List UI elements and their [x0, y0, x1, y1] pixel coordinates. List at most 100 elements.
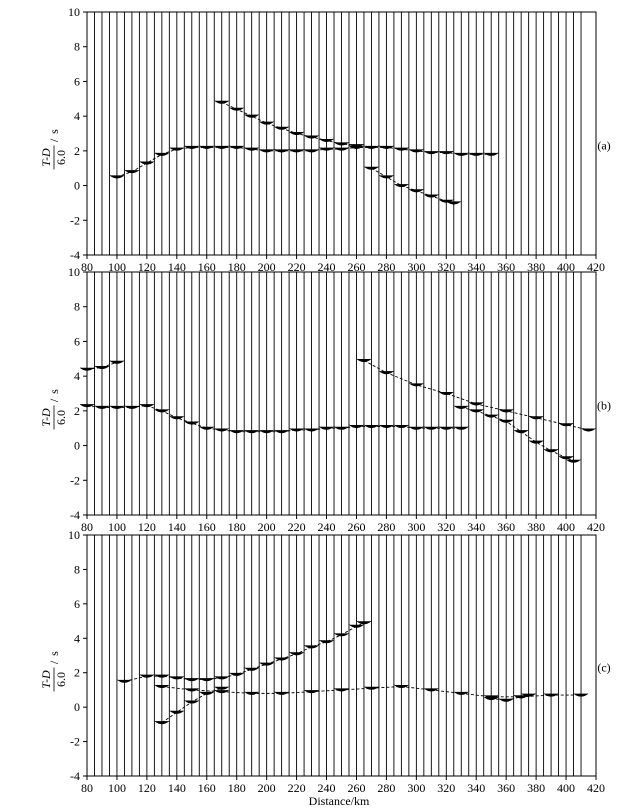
y-tick-label: -2 [70, 473, 80, 487]
y-label-denominator: 6.0 [54, 150, 68, 165]
series-point [424, 150, 439, 155]
series-point [379, 424, 394, 429]
series-point [184, 700, 199, 704]
series-point [124, 405, 140, 409]
y-tick-label: 10 [68, 528, 80, 542]
series-point [409, 426, 424, 430]
series-point [117, 679, 132, 683]
x-tick-label: 280 [377, 520, 395, 534]
series-point [109, 360, 125, 364]
x-tick-label: 300 [407, 520, 425, 534]
series-point [244, 691, 259, 695]
series-point [379, 175, 394, 179]
x-tick-label: 260 [347, 781, 365, 795]
x-tick-label: 340 [467, 781, 485, 795]
x-tick-label: 360 [497, 781, 515, 795]
x-tick-label: 380 [527, 260, 545, 274]
x-tick-label: 240 [318, 781, 336, 795]
series-point [424, 194, 439, 198]
y-axis-label: T-D 6.0 / s [39, 129, 68, 170]
y-tick-label: 10 [68, 5, 80, 19]
panel-label: (a) [597, 139, 610, 153]
series-point [349, 424, 364, 429]
series-line [491, 694, 529, 701]
series-point [274, 429, 289, 434]
y-tick-label: 0 [74, 700, 80, 714]
series-point [409, 149, 424, 153]
x-tick-label: 140 [168, 781, 186, 795]
x-tick-label: 160 [198, 260, 216, 274]
series-point [394, 684, 409, 689]
series-4 [484, 693, 536, 702]
y-tick-label: 0 [74, 179, 80, 193]
series-point [484, 414, 499, 418]
series-point [334, 633, 349, 637]
series-point [184, 145, 199, 149]
plot-frame [86, 534, 597, 777]
panel-a: 80 100 120 140 160 180 200 220 240 260 280 300 320 34… [39, 5, 611, 274]
series-point [424, 426, 439, 430]
series-point [439, 150, 454, 155]
series-point [184, 688, 199, 692]
series-point [304, 689, 319, 694]
series-point [349, 624, 364, 628]
series-point [154, 720, 170, 725]
series-point [289, 428, 304, 432]
x-tick-label: 400 [557, 260, 575, 274]
y-tick-label: 10 [68, 265, 80, 279]
series-point [558, 455, 574, 460]
x-tick-label: 420 [587, 781, 605, 795]
x-tick-label: 120 [138, 520, 156, 534]
series-point [154, 409, 170, 413]
series-point [274, 126, 289, 130]
series-point [356, 621, 372, 625]
series-point [184, 677, 199, 682]
series-point [558, 423, 574, 427]
series-2 [79, 360, 125, 371]
y-tick-label: 8 [74, 300, 80, 314]
series-point [364, 424, 379, 429]
series-point [498, 698, 514, 702]
series-point [334, 142, 349, 146]
series-point [229, 145, 244, 149]
x-tick-label: 400 [557, 781, 575, 795]
series-point [214, 676, 229, 680]
x-tick-label: 320 [437, 260, 455, 274]
series-point [139, 403, 155, 408]
y-label-unit: s [47, 129, 61, 134]
series-point [79, 367, 95, 371]
y-label-unit: s [47, 389, 61, 394]
y-axis-label: T-D 6.0 / s [39, 651, 68, 692]
series-point [469, 402, 484, 406]
series-point [469, 152, 484, 156]
x-tick-label: 260 [347, 520, 365, 534]
x-tick-label: 240 [318, 260, 336, 274]
series-1 [109, 145, 499, 179]
series-point [364, 686, 379, 690]
x-tick-label: 220 [288, 520, 306, 534]
x-tick-label: 160 [198, 781, 216, 795]
series-point [409, 189, 424, 193]
x-tick-label: 120 [138, 260, 156, 274]
series-point [521, 693, 536, 697]
series-point [154, 674, 170, 678]
series-point [259, 121, 274, 125]
series-point [229, 429, 244, 434]
series-point [498, 409, 514, 413]
series-point [79, 403, 95, 408]
x-tick-label: 420 [587, 260, 605, 274]
series-point [334, 688, 349, 692]
y-label-denominator: 6.0 [54, 410, 68, 425]
series-1 [79, 403, 469, 434]
series-point [573, 693, 589, 697]
x-tick-label: 420 [587, 520, 605, 534]
series-3 [364, 166, 461, 205]
series-1 [117, 621, 372, 683]
series-point [244, 667, 259, 671]
x-tick-label: 280 [377, 260, 395, 274]
x-tick-label: 100 [108, 260, 126, 274]
panel-label: (c) [597, 661, 610, 675]
series-point [274, 691, 289, 695]
series-point [528, 416, 544, 420]
